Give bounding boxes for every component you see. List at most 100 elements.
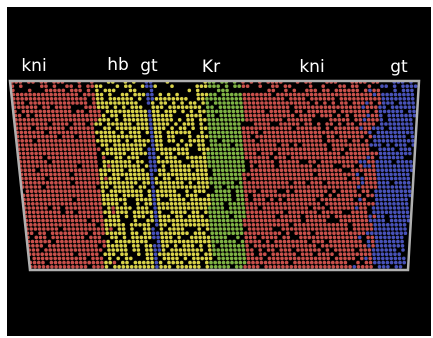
cell-kni	[46, 189, 51, 193]
cell-kr	[216, 210, 221, 214]
cell-hb	[162, 252, 166, 256]
cell-hb	[128, 88, 133, 93]
cell-kr	[226, 101, 231, 105]
cell-hb	[139, 197, 144, 202]
cell-kni	[53, 256, 57, 261]
cell-kni	[259, 260, 264, 265]
cell-kni	[297, 260, 302, 265]
cell-kni	[26, 193, 30, 198]
cell-gt	[394, 143, 399, 147]
cell-kr	[221, 256, 225, 261]
cell-kni	[338, 252, 343, 256]
cell-kr	[209, 97, 213, 101]
cell-kni	[27, 210, 32, 214]
cell-hb	[115, 210, 120, 214]
cell-kr	[213, 134, 217, 139]
cell-kni	[244, 113, 249, 118]
cell-kr	[224, 160, 228, 164]
cell-kni	[99, 256, 104, 261]
cell-kni	[112, 260, 117, 265]
cell-gt	[151, 227, 155, 231]
cell-kni	[374, 105, 378, 109]
cell-kni	[269, 105, 273, 109]
cell-kni	[318, 176, 322, 181]
cell-hb	[144, 197, 148, 202]
cell-kni	[71, 265, 75, 269]
cell-kni	[59, 235, 64, 240]
cell-hb	[129, 134, 133, 139]
cell-kni	[323, 223, 327, 227]
cell-kni	[367, 202, 371, 206]
cell-hb	[111, 122, 115, 126]
cell-kni	[350, 206, 355, 210]
cell-hb	[165, 122, 170, 126]
cell-kr	[236, 202, 241, 206]
cell-kni	[97, 189, 101, 193]
cell-hb	[141, 172, 145, 177]
cell-kni	[92, 227, 96, 231]
cell-kr	[209, 265, 214, 269]
cell-kni	[297, 92, 301, 97]
cell-hb	[136, 126, 141, 130]
cell-kni	[86, 210, 91, 214]
cell-hb	[178, 126, 183, 130]
cell-kni	[267, 210, 271, 214]
cell-kni	[357, 151, 362, 156]
cell-gt	[389, 134, 394, 139]
cell-kni	[316, 239, 320, 244]
cell-kni	[277, 109, 282, 114]
cell-kni	[78, 256, 83, 261]
cell-kni	[285, 143, 290, 147]
cell-gt	[388, 244, 392, 248]
cell-kr	[222, 139, 226, 143]
cell-kr	[239, 265, 243, 269]
cell-gt	[147, 151, 152, 156]
cell-kni	[54, 227, 59, 231]
cell-kni	[329, 164, 334, 168]
cell-kni	[55, 189, 59, 193]
cell-kni	[80, 193, 85, 198]
cell-kni	[79, 218, 83, 223]
cell-kni	[284, 252, 288, 256]
cell-kni	[261, 118, 266, 122]
cell-kr	[234, 265, 239, 269]
cell-hb	[100, 101, 105, 105]
cell-kni	[88, 143, 92, 147]
cell-kr	[212, 214, 217, 219]
cell-kni	[314, 176, 318, 181]
cell-gt	[367, 164, 372, 168]
cell-kni	[49, 139, 54, 143]
cell-kni	[303, 239, 308, 244]
cell-kni	[31, 206, 36, 210]
cell-hb	[199, 244, 203, 248]
cell-hb	[204, 210, 208, 214]
cell-kni	[248, 113, 253, 118]
cell-kni	[339, 134, 343, 139]
cell-gt	[378, 105, 382, 109]
cell-kni	[243, 139, 247, 143]
cell-hb	[154, 134, 158, 139]
cell-kni	[60, 202, 64, 206]
cell-kni	[251, 185, 256, 189]
cell-kni	[49, 218, 54, 223]
cell-kni	[288, 176, 293, 181]
cell-kni	[331, 260, 335, 265]
cell-kni	[89, 160, 94, 164]
cell-hb	[194, 239, 199, 244]
cell-kni	[63, 147, 67, 151]
cell-hb	[175, 97, 180, 101]
cell-hb	[118, 189, 122, 193]
cell-kni	[267, 88, 271, 93]
cell-gt	[374, 193, 379, 198]
cell-kni	[289, 185, 294, 189]
cell-kni	[327, 139, 331, 143]
cell-kni	[355, 252, 360, 256]
cell-hb	[192, 101, 197, 105]
cell-kr	[226, 218, 230, 223]
cell-kni	[340, 109, 345, 114]
cell-hb	[107, 248, 111, 252]
cell-hb	[163, 218, 167, 223]
cell-kni	[368, 97, 373, 101]
cell-hb	[99, 168, 103, 172]
cell-kr	[226, 227, 231, 231]
